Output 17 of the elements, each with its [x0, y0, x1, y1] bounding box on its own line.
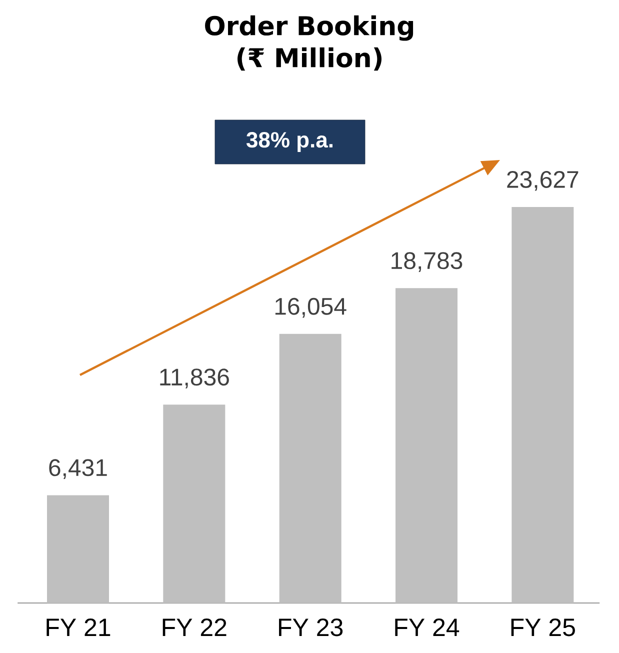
x-tick-label: FY 22 — [162, 618, 226, 636]
x-tick-label: FY 24 — [395, 618, 460, 636]
data-label: 16,054 — [275, 298, 346, 318]
data-label: 11,836 — [160, 368, 229, 388]
bar — [47, 495, 109, 603]
data-label: 23,627 — [507, 170, 578, 191]
data-label: 18,783 — [392, 252, 462, 272]
bar — [163, 404, 226, 603]
bar — [396, 288, 458, 603]
data-label: 6,431 — [49, 459, 107, 480]
x-tick-label: FY 25 — [511, 618, 575, 636]
chart-title: Order Booking (₹ Million) — [205, 15, 414, 71]
x-tick-label: FY 23 — [279, 618, 343, 636]
bar — [279, 334, 342, 603]
bar — [512, 206, 574, 603]
x-tick-label: FY 21 — [46, 618, 110, 636]
text: 38% p.a. — [246, 132, 332, 152]
